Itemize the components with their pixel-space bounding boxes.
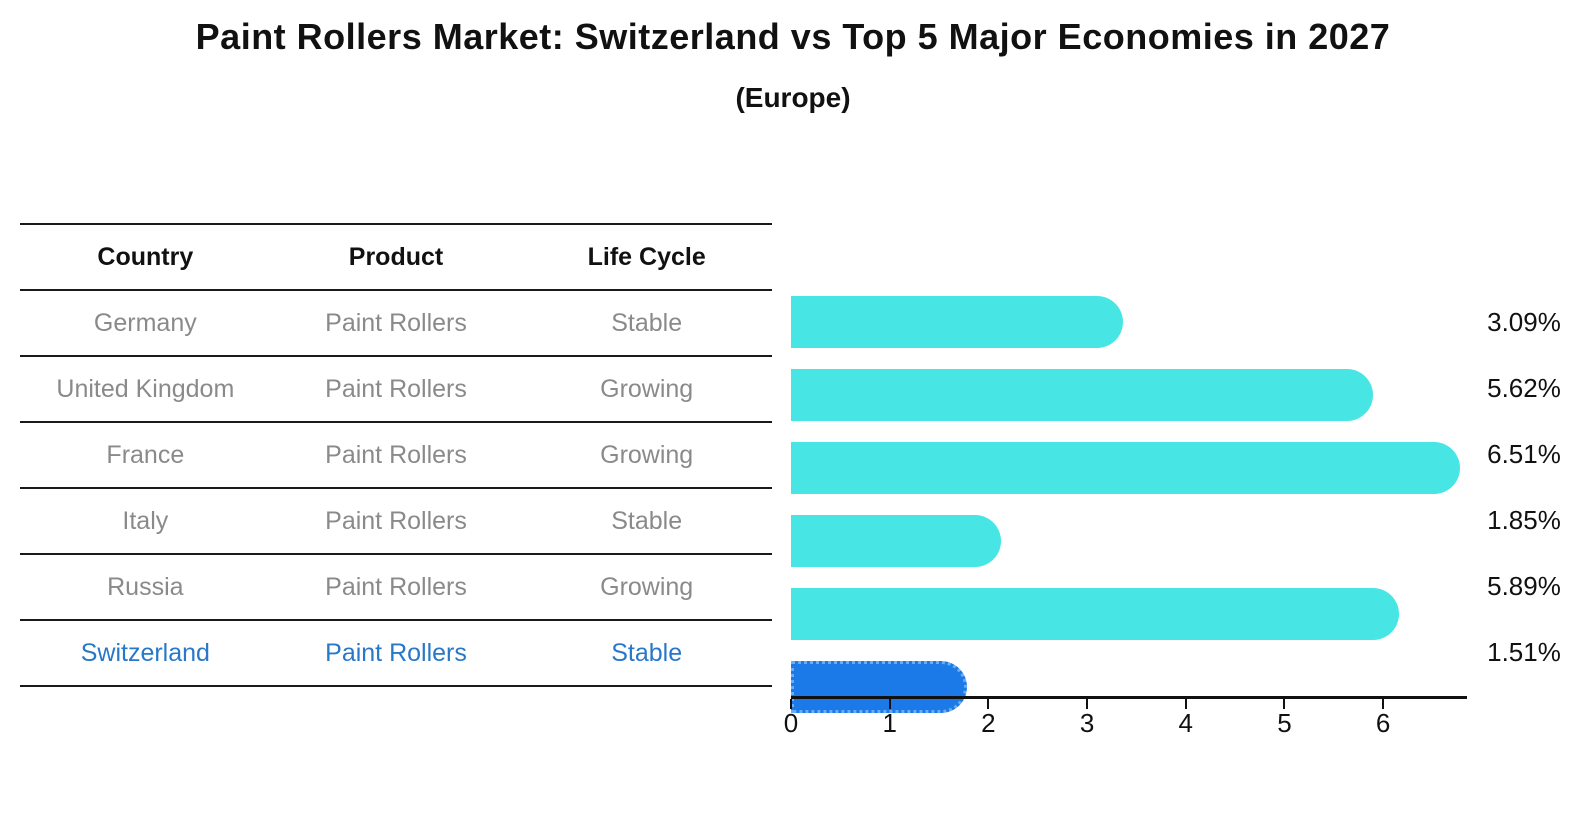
bar-germany [791, 296, 1123, 348]
table-cell-country: Switzerland [80, 638, 210, 667]
table-cell-product: Paint Rollers [325, 374, 467, 403]
table-cell-product: Paint Rollers [325, 308, 467, 337]
table-cell-country: France [106, 440, 185, 469]
chart-title: Paint Rollers Market: Switzerland vs Top… [195, 16, 1391, 57]
column-header-country: Country [97, 242, 194, 271]
bar-value-label: 6.51% [1487, 438, 1561, 469]
x-axis-tick-label: 2 [981, 708, 996, 738]
table-cell-product: Paint Rollers [325, 572, 467, 601]
x-axis-tick [1283, 699, 1286, 709]
x-axis-tick-label: 0 [783, 708, 799, 738]
chart-subtitle: (Europe) [735, 82, 851, 113]
table-cell-life-cycle: Stable [611, 308, 683, 337]
bar-russia [791, 588, 1400, 640]
x-axis-tick [1086, 699, 1089, 709]
x-axis-tick-label: 6 [1375, 708, 1391, 738]
x-axis-tick [987, 699, 990, 709]
bar-row [791, 515, 1467, 581]
table-cell-life-cycle: Growing [600, 440, 694, 469]
table-cell-life-cycle: Growing [600, 374, 694, 403]
table-row: France Paint Rollers Growing [20, 423, 772, 489]
bar-value-label: 3.09% [1487, 306, 1561, 337]
table-row: Russia Paint Rollers Growing [20, 555, 772, 621]
x-axis-tick [790, 699, 792, 709]
x-axis-tick-label: 3 [1079, 708, 1095, 738]
x-axis-tick [1184, 699, 1187, 709]
bar-france [791, 442, 1461, 494]
bar-italy [791, 515, 1001, 567]
x-axis-tick-label: 5 [1277, 708, 1292, 738]
table-row: Germany Paint Rollers Stable [20, 291, 772, 357]
table-body: Germany Paint Rollers Stable United Kingdom… [20, 291, 772, 687]
table-row: Italy Paint Rollers Stable [20, 489, 772, 555]
table-cell-country: Germany [93, 308, 197, 337]
column-header-product: Product [348, 242, 444, 271]
table-cell-life-cycle: Stable [611, 506, 683, 535]
table-cell-country: Italy [122, 506, 169, 535]
column-header-life-cycle: Life Cycle [587, 242, 706, 271]
table-cell-country: Russia [107, 572, 184, 601]
bar-value-label: 1.51% [1487, 636, 1561, 667]
bar-row [791, 661, 1467, 727]
x-axis-tick [1382, 699, 1385, 709]
table-row: Switzerland Paint Rollers Stable [20, 621, 772, 687]
bar-row [791, 296, 1467, 362]
x-axis-tick-label: 1 [882, 708, 897, 738]
table-cell-country: United Kingdom [56, 374, 235, 403]
bar-chart-area [791, 289, 1467, 713]
bar-row [791, 588, 1467, 654]
bar-value-label: 1.85% [1487, 504, 1561, 535]
bar-value-labels: 3.09% 5.62% 6.51% 1.85% 5.89% 1.51% [1468, 289, 1580, 685]
bar-highlight-switzerland [791, 661, 967, 713]
table-header-row: Country Product Life Cycle [20, 225, 772, 291]
table-cell-life-cycle: Stable [611, 638, 683, 667]
table-cell-product: Paint Rollers [325, 638, 467, 667]
bar-row [791, 442, 1467, 508]
table-cell-product: Paint Rollers [325, 440, 467, 469]
bar-value-label: 5.89% [1487, 570, 1561, 601]
table-cell-product: Paint Rollers [325, 506, 467, 535]
table-row: United Kingdom Paint Rollers Growing [20, 357, 772, 423]
bar-row [791, 369, 1467, 435]
bar-value-label: 5.62% [1487, 372, 1561, 403]
table-cell-life-cycle: Growing [600, 572, 694, 601]
x-axis-tick-label: 4 [1178, 708, 1193, 738]
country-table: Country Product Life Cycle Germany Paint … [20, 223, 772, 687]
bar-united-kingdom [791, 369, 1373, 421]
x-axis-line [791, 696, 1467, 699]
x-axis-tick [888, 699, 891, 709]
